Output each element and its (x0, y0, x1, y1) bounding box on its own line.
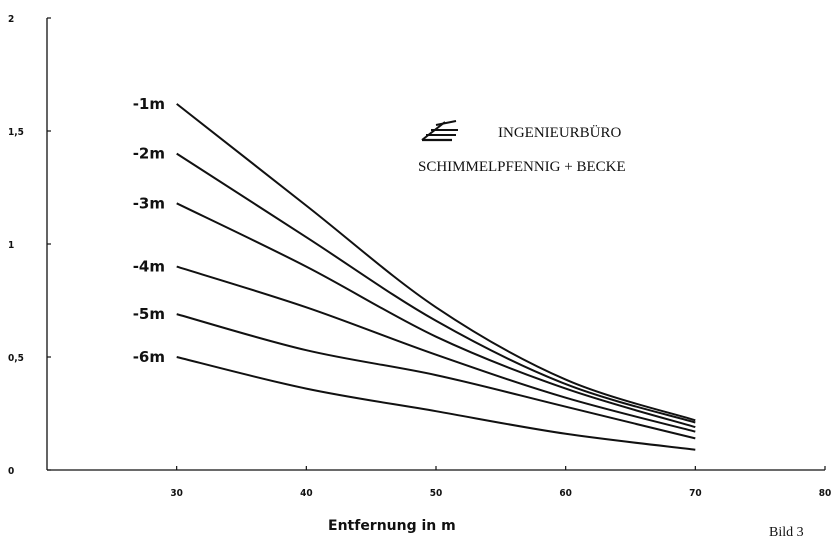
series-label: -2m (133, 145, 165, 163)
axes (46, 18, 825, 471)
y-tick-label: 1 (8, 240, 14, 251)
series-label: -5m (133, 305, 165, 323)
series-line (176, 265, 696, 433)
x-axis-ticks: 30 40 50 60 70 80 (170, 466, 831, 499)
series-lines (176, 103, 696, 451)
series-line (176, 152, 696, 424)
company-logo-icon (421, 120, 458, 142)
y-tick-label: 2 (8, 14, 14, 25)
x-axis-label: Entfernung in m (328, 518, 456, 534)
figure-caption: Bild 3 (769, 525, 804, 538)
x-tick-label: 80 (819, 488, 832, 499)
x-tick-label: 60 (559, 488, 572, 499)
series-line (176, 356, 696, 451)
series-label: -6m (133, 348, 165, 366)
series-labels: -1m -2m -3m -4m -5m -6m (133, 95, 165, 366)
x-tick-label: 40 (300, 488, 313, 499)
x-tick-label: 70 (689, 488, 702, 499)
x-tick-label: 30 (170, 488, 183, 499)
company-name-line1: INGENIEURBÜRO (498, 124, 621, 141)
series-label: -4m (133, 258, 165, 276)
series-line (176, 202, 696, 429)
y-tick-label: 0 (8, 466, 14, 477)
series-label: -1m (133, 95, 165, 113)
company-name-line2: SCHIMMELPFENNIG + BECKE (418, 159, 626, 175)
y-axis-ticks: 0 0,5 1 1,5 2 (8, 14, 51, 477)
series-label: -3m (133, 194, 165, 212)
series-line (176, 103, 696, 422)
y-tick-label: 0,5 (8, 353, 24, 364)
x-tick-label: 50 (430, 488, 443, 499)
series-line (176, 313, 696, 440)
y-tick-label: 1,5 (8, 127, 24, 138)
